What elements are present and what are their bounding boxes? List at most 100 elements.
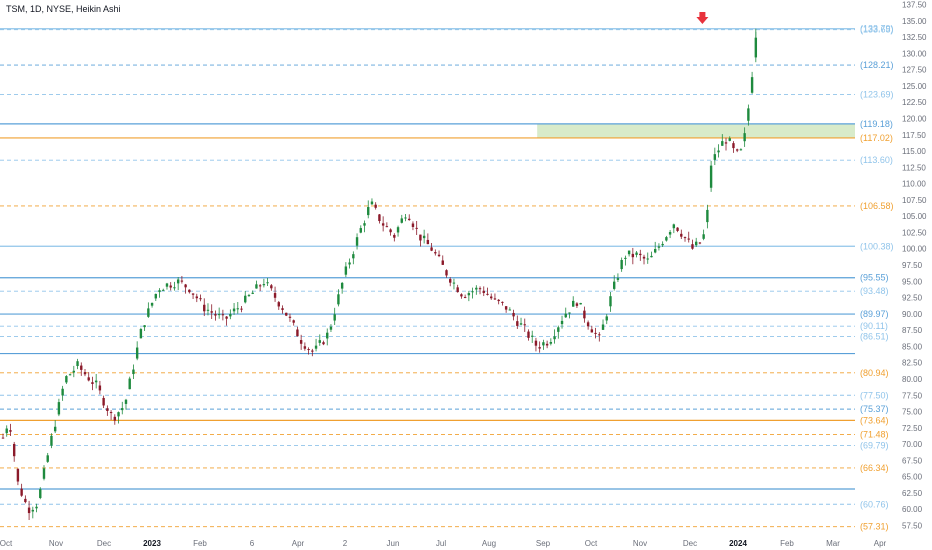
candle-body [9,430,12,432]
candle-body [717,150,720,153]
candle-body [501,301,504,303]
candle-body [344,266,348,275]
candle-body [557,327,560,332]
y-tick-label: 80.00 [902,375,923,384]
candle-body [348,262,351,265]
candle-body [367,207,370,216]
candle-body [411,223,415,227]
candle-body [490,296,493,299]
candle-body [72,370,76,373]
level-label: (75.37) [860,404,889,414]
candle-body [225,316,228,319]
level-label: (123.69) [860,89,894,99]
candle-body [422,235,426,239]
candle-body [672,224,676,229]
candle-body [236,308,239,310]
candle-body [221,314,225,316]
candle-body [572,300,575,307]
candle-body [1,437,5,439]
candle-body [445,270,448,276]
candle-body [709,165,713,188]
candle-body [627,250,631,255]
y-tick-label: 95.00 [902,277,923,286]
x-tick-label: Sep [536,539,551,548]
candle-body [68,374,72,376]
candle-body [80,365,83,370]
candle-body [113,416,117,421]
candle-body [240,308,243,310]
candle-body [594,332,597,334]
x-tick-label: Jun [387,539,400,548]
candle-body [132,369,135,375]
candle-body [299,340,303,344]
candle-body [456,287,459,293]
x-tick-label: Oct [0,539,13,548]
candle-body [42,468,46,479]
candle-body [24,498,27,503]
candle-body [329,326,333,330]
candle-body [653,249,657,253]
candle-body [147,308,150,317]
candle-body [642,256,646,259]
candle-body [531,335,534,337]
candle-body [98,385,102,391]
candle-body [374,204,377,208]
x-tick-label: 2024 [729,539,747,548]
candle-body [609,296,612,307]
y-tick-label: 117.50 [902,131,926,140]
candle-body [605,316,608,321]
candle-body [564,313,567,318]
candle-body [687,238,690,240]
candle-body [143,325,146,328]
candle-body [117,412,120,417]
candle-body [262,284,266,286]
candle-body [266,282,269,284]
candle-body [50,435,53,446]
x-tick-label: Nov [49,539,63,548]
candle-body [665,237,668,241]
candle-body [508,309,512,311]
candle-body [352,254,355,259]
candle-body [20,488,23,496]
x-tick-label: Mar [826,539,840,548]
level-label: (133.65) [860,25,894,35]
candle-body [102,397,105,406]
candle-body [124,399,128,404]
candle-body [504,306,508,310]
candle-body [747,108,750,121]
level-label: (73.64) [860,415,889,425]
y-tick-label: 102.50 [902,228,927,237]
level-label: (93.48) [860,286,889,296]
candle-body [694,241,698,246]
candle-body [404,217,407,219]
red-arrow-icon [696,12,709,24]
level-label: (57.31) [860,522,889,532]
candle-body [244,295,247,303]
candle-body [381,223,385,226]
candle-body [270,285,273,289]
candle-body [128,378,131,390]
candle-body [87,377,90,381]
candle-body [713,154,717,160]
candle-body [27,507,31,514]
candle-body [534,340,538,346]
candle-body [661,243,664,246]
candle-body [575,303,579,306]
x-tick-label: Dec [97,539,111,548]
candle-body [478,288,482,290]
candle-body [497,299,500,302]
candle-body [735,149,739,151]
candle-body [743,133,746,142]
y-tick-label: 75.00 [902,408,923,417]
candle-body [318,340,321,343]
y-tick-label: 82.50 [902,359,923,368]
candle-body [646,258,649,260]
candle-body [389,229,392,233]
candle-body [292,320,295,323]
candle-body [311,350,314,352]
y-tick-label: 107.50 [902,196,927,205]
y-tick-label: 112.50 [902,163,926,172]
candle-body [680,233,683,237]
candle-body [337,294,340,305]
candle-body [449,279,452,283]
